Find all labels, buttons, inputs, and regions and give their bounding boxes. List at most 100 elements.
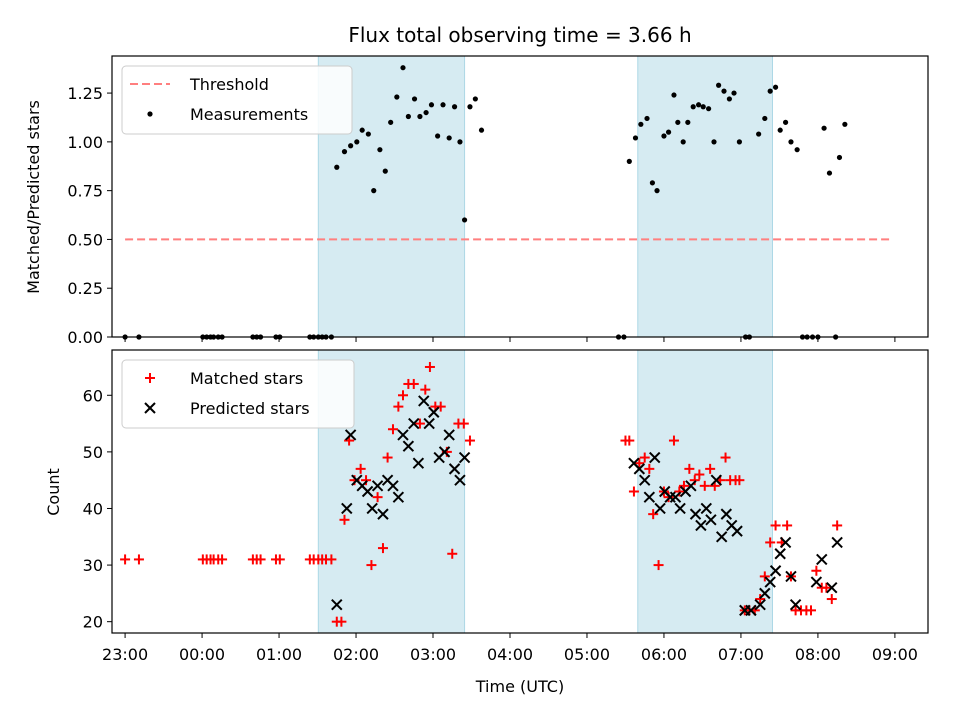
predicted-star-point xyxy=(831,536,843,549)
predicted-star-point xyxy=(366,502,378,515)
x-tick-label: 08:00 xyxy=(795,645,841,664)
measurement-point xyxy=(690,104,696,110)
x-tick-label: 00:00 xyxy=(179,645,225,664)
x-tick-label: 04:00 xyxy=(487,645,533,664)
x-tick-label: 02:00 xyxy=(333,645,379,664)
x-axis-label: Time (UTC) xyxy=(475,677,564,696)
measurement-point xyxy=(726,96,732,102)
matched-star-point xyxy=(424,361,435,372)
measurement-point xyxy=(440,102,446,108)
count-axes: 20 30 40 50 60 23:00 00:00 01:00 02:00 03:00 04:00… xyxy=(83,349,929,664)
measurement-point xyxy=(721,88,727,94)
legend-handle xyxy=(144,402,156,414)
matched-star-point xyxy=(217,554,228,565)
y-tick-label: 1.25 xyxy=(67,84,103,103)
matched-star-point xyxy=(765,537,776,548)
predicted-star-point xyxy=(731,525,743,537)
matched-star-point xyxy=(628,486,639,497)
matched-star-point xyxy=(759,571,770,582)
predicted-star-point xyxy=(810,576,823,588)
measurement-point xyxy=(665,129,672,135)
measurement-point xyxy=(716,82,722,88)
predicted-star-point xyxy=(633,463,646,475)
matched-star-point xyxy=(694,469,705,480)
matched-star-point xyxy=(782,520,793,531)
predicted-star-point xyxy=(361,485,374,498)
measurement-point xyxy=(772,84,779,90)
predicted-star-point xyxy=(779,536,792,549)
predicted-star-point xyxy=(826,582,838,594)
measurement-point xyxy=(711,139,717,145)
predicted-star-point xyxy=(689,508,702,520)
predicted-star-point xyxy=(423,417,435,430)
y-tick-label: 1.00 xyxy=(67,133,103,152)
measurement-point xyxy=(736,139,742,145)
measurement-point xyxy=(467,104,473,110)
matched-star-point xyxy=(397,390,408,401)
measurement-point xyxy=(767,88,773,94)
matched-star-point xyxy=(705,463,716,474)
y-tick-label: 0.75 xyxy=(67,182,103,201)
matched-star-point xyxy=(644,463,655,474)
predicted-star-point xyxy=(674,502,686,515)
predicted-star-point xyxy=(341,502,353,515)
matched-star-point xyxy=(734,475,745,486)
predicted-star-point xyxy=(412,457,425,469)
predicted-star-point xyxy=(397,429,409,441)
predicted-star-point xyxy=(759,587,771,600)
predicted-star-point xyxy=(754,598,766,611)
predicted-star-point xyxy=(458,451,471,464)
matched-star-point xyxy=(458,418,469,429)
measurement-point xyxy=(341,149,348,155)
measurement-point xyxy=(695,102,702,108)
matched-star-point xyxy=(639,452,650,463)
predicted-star-point xyxy=(387,480,399,492)
matched-star-point xyxy=(355,463,366,474)
y-tick-label: 60 xyxy=(83,386,103,405)
predicted-star-point xyxy=(720,508,733,520)
measurement-point xyxy=(680,139,686,145)
predicted-star-point xyxy=(438,446,451,458)
measurement-point xyxy=(334,164,340,170)
measurement-point xyxy=(685,119,691,125)
measurement-point xyxy=(731,90,737,96)
predicted-star-point xyxy=(774,548,786,560)
measurement-point xyxy=(428,102,435,108)
predicted-star-point xyxy=(428,406,440,418)
measurement-point xyxy=(654,188,660,194)
measurement-point xyxy=(405,113,411,120)
predicted-star-point xyxy=(331,598,343,611)
predicted-star-point xyxy=(371,480,384,492)
y-tick-label: 30 xyxy=(83,556,103,575)
predicted-star-point xyxy=(418,395,430,407)
measurement-point xyxy=(821,125,827,131)
measurement-point xyxy=(371,188,377,194)
matched-star-point xyxy=(255,554,266,565)
shaded-region xyxy=(637,55,773,338)
measurement-point xyxy=(700,104,706,110)
measurement-point xyxy=(706,106,712,112)
predicted-star-point xyxy=(643,491,656,503)
matched-star-point xyxy=(120,554,131,565)
measurement-point xyxy=(777,127,783,133)
matched-star-point xyxy=(377,543,388,554)
predicted-star-point xyxy=(448,463,461,475)
x-tick-label: 09:00 xyxy=(872,645,918,664)
y-axis-label-ratio: Matched/Predicted stars xyxy=(24,100,43,294)
matched-star-point xyxy=(832,520,843,531)
measurement-point xyxy=(649,180,656,186)
predicted-star-point xyxy=(705,514,717,526)
measurement-point xyxy=(794,147,800,153)
measurement-point xyxy=(762,115,768,122)
x-tick-label: 05:00 xyxy=(564,645,610,664)
measurement-point xyxy=(638,121,644,127)
matched-star-point xyxy=(821,582,832,593)
y-tick-label: 50 xyxy=(83,443,103,462)
shaded-region xyxy=(637,349,773,634)
predicted-star-point xyxy=(785,570,797,583)
predicted-star-point xyxy=(654,502,666,515)
matched-star-point xyxy=(420,384,431,395)
matched-star-point xyxy=(382,452,393,463)
measurement-point xyxy=(359,127,365,133)
